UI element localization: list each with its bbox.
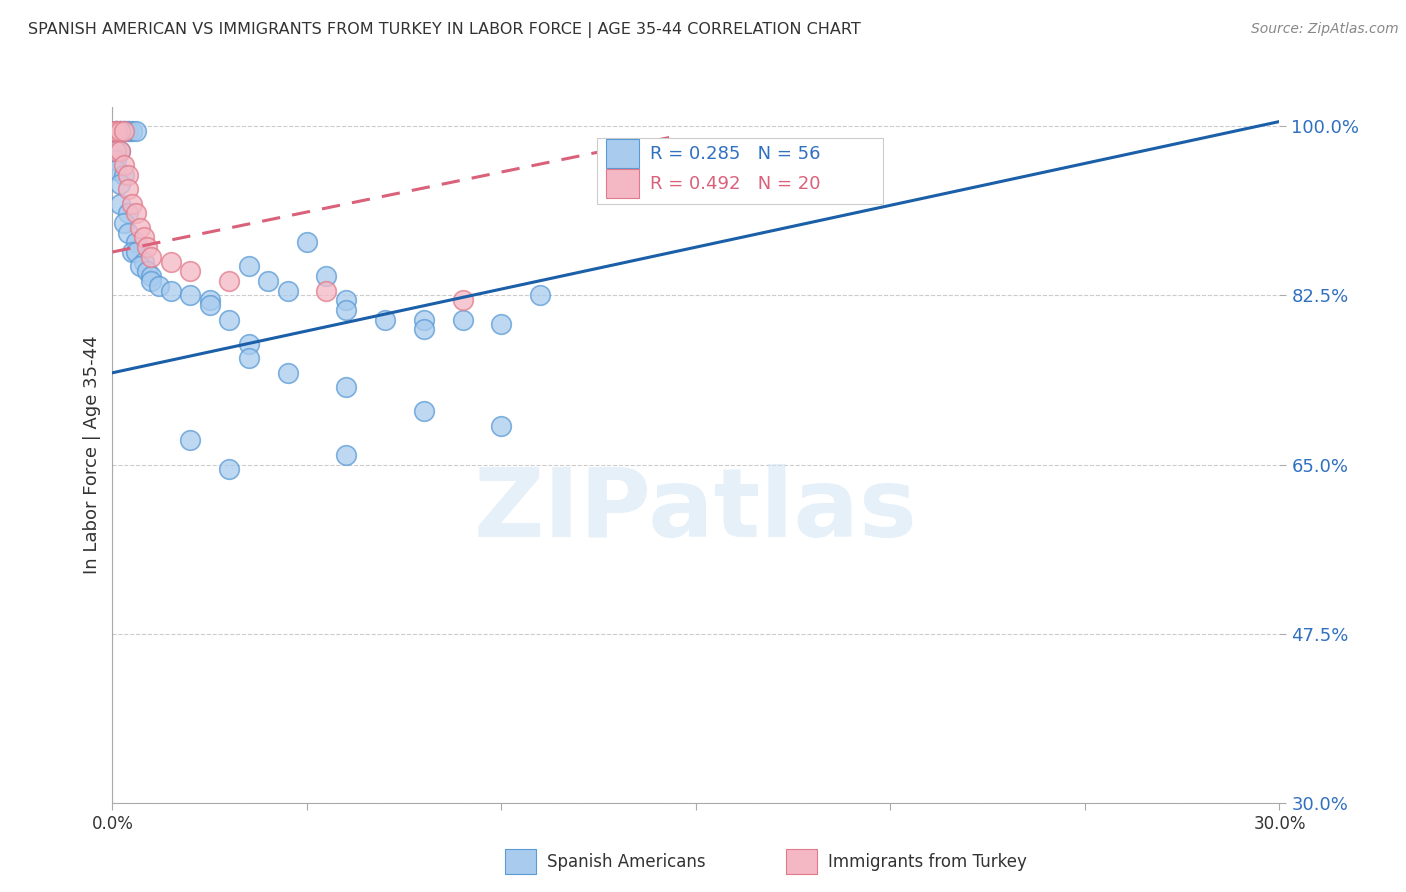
Point xyxy=(335,380,357,394)
Point xyxy=(121,124,143,138)
Point xyxy=(105,162,128,177)
Point xyxy=(141,269,163,284)
Point xyxy=(112,124,135,138)
Point xyxy=(105,124,128,138)
Point xyxy=(198,293,221,308)
Point xyxy=(179,434,201,448)
Point xyxy=(105,144,128,158)
Point xyxy=(315,284,337,298)
Point xyxy=(529,288,551,302)
Point xyxy=(110,124,132,138)
Point xyxy=(105,124,128,138)
Point xyxy=(491,318,513,332)
Point xyxy=(117,182,139,196)
Point xyxy=(117,124,139,138)
Point xyxy=(132,254,155,268)
Point xyxy=(125,206,148,220)
Point xyxy=(110,144,132,158)
Point xyxy=(110,124,132,138)
Point xyxy=(136,264,159,278)
Point xyxy=(141,250,163,264)
Point xyxy=(110,144,132,158)
Point xyxy=(295,235,318,250)
Point xyxy=(198,298,221,312)
Point xyxy=(105,124,128,138)
Text: R = 0.492   N = 20: R = 0.492 N = 20 xyxy=(651,175,821,193)
Point xyxy=(112,168,135,182)
Point xyxy=(136,240,159,254)
Y-axis label: In Labor Force | Age 35-44: In Labor Force | Age 35-44 xyxy=(83,335,101,574)
Point xyxy=(257,274,280,288)
Point xyxy=(112,216,135,230)
Point xyxy=(179,264,201,278)
Point xyxy=(117,168,139,182)
Point xyxy=(374,312,396,326)
Point xyxy=(117,206,139,220)
Point xyxy=(125,124,148,138)
Point xyxy=(148,278,170,293)
Point xyxy=(112,124,135,138)
Point xyxy=(105,144,128,158)
Point xyxy=(412,404,434,418)
Text: SPANISH AMERICAN VS IMMIGRANTS FROM TURKEY IN LABOR FORCE | AGE 35-44 CORRELATIO: SPANISH AMERICAN VS IMMIGRANTS FROM TURK… xyxy=(28,22,860,38)
Point xyxy=(160,284,183,298)
Point xyxy=(451,293,474,308)
Point xyxy=(412,312,434,326)
FancyBboxPatch shape xyxy=(596,138,883,204)
Point xyxy=(117,226,139,240)
Point xyxy=(491,419,513,434)
Point xyxy=(141,274,163,288)
Point xyxy=(315,269,337,284)
Text: Source: ZipAtlas.com: Source: ZipAtlas.com xyxy=(1251,22,1399,37)
Text: Immigrants from Turkey: Immigrants from Turkey xyxy=(828,853,1026,871)
Point xyxy=(276,284,298,298)
Point xyxy=(179,288,201,302)
Point xyxy=(160,254,183,268)
Point xyxy=(335,293,357,308)
Point xyxy=(238,351,260,366)
Point xyxy=(117,124,139,138)
Text: Spanish Americans: Spanish Americans xyxy=(547,853,706,871)
Bar xyxy=(606,169,638,198)
Text: ZIPatlas: ZIPatlas xyxy=(474,464,918,558)
Point xyxy=(218,462,240,476)
Point xyxy=(218,312,240,326)
Point xyxy=(112,124,135,138)
Point xyxy=(121,244,143,259)
Point xyxy=(121,196,143,211)
Point xyxy=(105,153,128,168)
Point xyxy=(125,244,148,259)
Bar xyxy=(606,139,638,169)
Point xyxy=(238,260,260,274)
Point xyxy=(110,196,132,211)
Point xyxy=(105,124,128,138)
Point xyxy=(276,366,298,380)
Point xyxy=(335,448,357,462)
Point xyxy=(125,235,148,250)
Point xyxy=(110,124,132,138)
Point xyxy=(132,230,155,244)
Point xyxy=(110,178,132,192)
Point xyxy=(238,336,260,351)
Point xyxy=(128,220,150,235)
Point xyxy=(451,312,474,326)
Point xyxy=(412,322,434,336)
Point xyxy=(112,158,135,172)
Point xyxy=(218,274,240,288)
Point xyxy=(128,260,150,274)
Point xyxy=(335,303,357,318)
Text: R = 0.285   N = 56: R = 0.285 N = 56 xyxy=(651,145,821,162)
